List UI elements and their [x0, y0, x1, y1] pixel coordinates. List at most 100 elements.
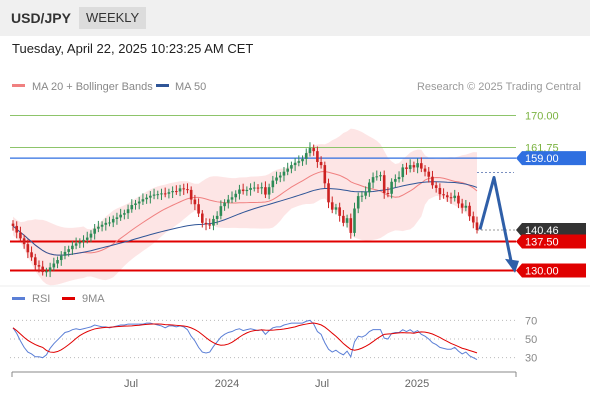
rsi-plot: 30 50 70	[10, 315, 537, 365]
candle-body	[130, 205, 134, 210]
candle-body	[453, 195, 457, 199]
candle-body	[33, 257, 37, 266]
candle-body	[267, 187, 271, 195]
candle-body	[427, 171, 431, 177]
last-price-label-tag	[516, 222, 586, 237]
candle-body	[19, 232, 22, 239]
candle-body	[460, 203, 464, 208]
pivot-label-tag	[516, 151, 586, 166]
time-tick-label: Jul	[315, 378, 329, 390]
candle-body	[431, 176, 434, 186]
candle-body	[234, 193, 238, 198]
candle-body	[123, 213, 126, 215]
candle-body	[349, 218, 353, 233]
candle-body	[252, 187, 256, 189]
candle-body	[52, 263, 56, 268]
candle-body	[345, 218, 349, 223]
pivot-label: 159.00	[525, 153, 559, 165]
candle-body	[145, 197, 148, 200]
candle-body	[394, 179, 397, 182]
candle-body	[286, 168, 289, 172]
time-tick-label: Jul	[124, 378, 138, 390]
candle-body	[119, 214, 122, 218]
candle-body	[204, 222, 208, 225]
candle-body	[301, 158, 304, 162]
candle-body	[215, 215, 219, 219]
forecast-arrow	[478, 176, 514, 267]
candle-body	[82, 239, 85, 242]
candle-body	[256, 187, 260, 189]
candle-body	[379, 175, 382, 177]
rsi-tick-label: 70	[525, 315, 537, 327]
candle-body	[219, 206, 223, 216]
candle-body	[360, 195, 364, 197]
candle-body	[368, 182, 371, 193]
candle-body	[108, 222, 111, 224]
candle-body	[278, 175, 282, 178]
candle-body	[386, 193, 390, 194]
candle-body	[330, 202, 334, 210]
candle-body	[308, 148, 312, 154]
candle-body	[11, 223, 15, 226]
candle-body	[178, 188, 182, 192]
candle-body	[334, 207, 338, 210]
last-price-label: 140.46	[525, 225, 559, 237]
candle-body	[471, 216, 475, 223]
timeframe-badge[interactable]: WEEKLY	[79, 7, 147, 29]
candle-body	[175, 191, 178, 193]
rsi-ma-legend-label: 9MA	[82, 293, 105, 305]
candle-body	[405, 167, 408, 169]
credit-label: Research © 2025 Trading Central	[417, 81, 581, 93]
candle-body	[342, 215, 345, 223]
candle-body	[442, 194, 445, 196]
symbol-label: USD/JPY	[11, 10, 71, 26]
candle-body	[390, 181, 393, 194]
candle-body	[316, 151, 319, 162]
candle-body	[323, 165, 327, 184]
candle-body	[182, 188, 186, 190]
candle-body	[327, 183, 330, 203]
forecast-arrow-head	[505, 258, 519, 273]
candle-body	[275, 177, 278, 181]
candle-body	[457, 195, 460, 204]
candle-body	[104, 222, 108, 225]
time-axis: Jul 2024 Jul 2025	[11, 371, 517, 390]
candle-body	[412, 165, 416, 168]
candle-body	[260, 187, 264, 189]
candle-body	[416, 163, 419, 168]
candle-body	[290, 165, 293, 169]
candle-body	[74, 243, 78, 246]
candle-body	[171, 191, 174, 193]
time-tick-label: 2025	[405, 378, 429, 390]
candle-body	[449, 197, 453, 199]
bollinger-band	[13, 128, 477, 286]
ma50-legend-swatch	[156, 84, 169, 87]
candle-body	[156, 194, 160, 196]
candle-body	[226, 199, 230, 203]
support-label: 130.00	[525, 266, 559, 278]
candle-body	[434, 185, 438, 188]
candle-body	[475, 222, 479, 230]
candle-body	[249, 187, 252, 190]
support-label-tag	[516, 263, 586, 278]
candle-body	[282, 171, 286, 176]
candle-body	[85, 237, 89, 240]
candle-body	[423, 168, 427, 172]
candle-body	[149, 195, 152, 198]
candle-body	[186, 189, 189, 191]
candle-body	[464, 205, 468, 208]
support-label: 137.50	[525, 236, 559, 248]
candle-body	[364, 192, 367, 196]
candle-body	[193, 199, 197, 205]
candle-body	[468, 205, 471, 217]
candle-body	[30, 252, 33, 258]
candle-body	[312, 148, 315, 152]
candle-body	[115, 217, 119, 219]
candle-body	[208, 224, 212, 226]
rsi-tick-label: 50	[525, 334, 537, 346]
candle-body	[89, 233, 93, 238]
candle-body	[41, 266, 44, 273]
candle-body	[100, 224, 104, 227]
candle-body	[375, 176, 379, 178]
